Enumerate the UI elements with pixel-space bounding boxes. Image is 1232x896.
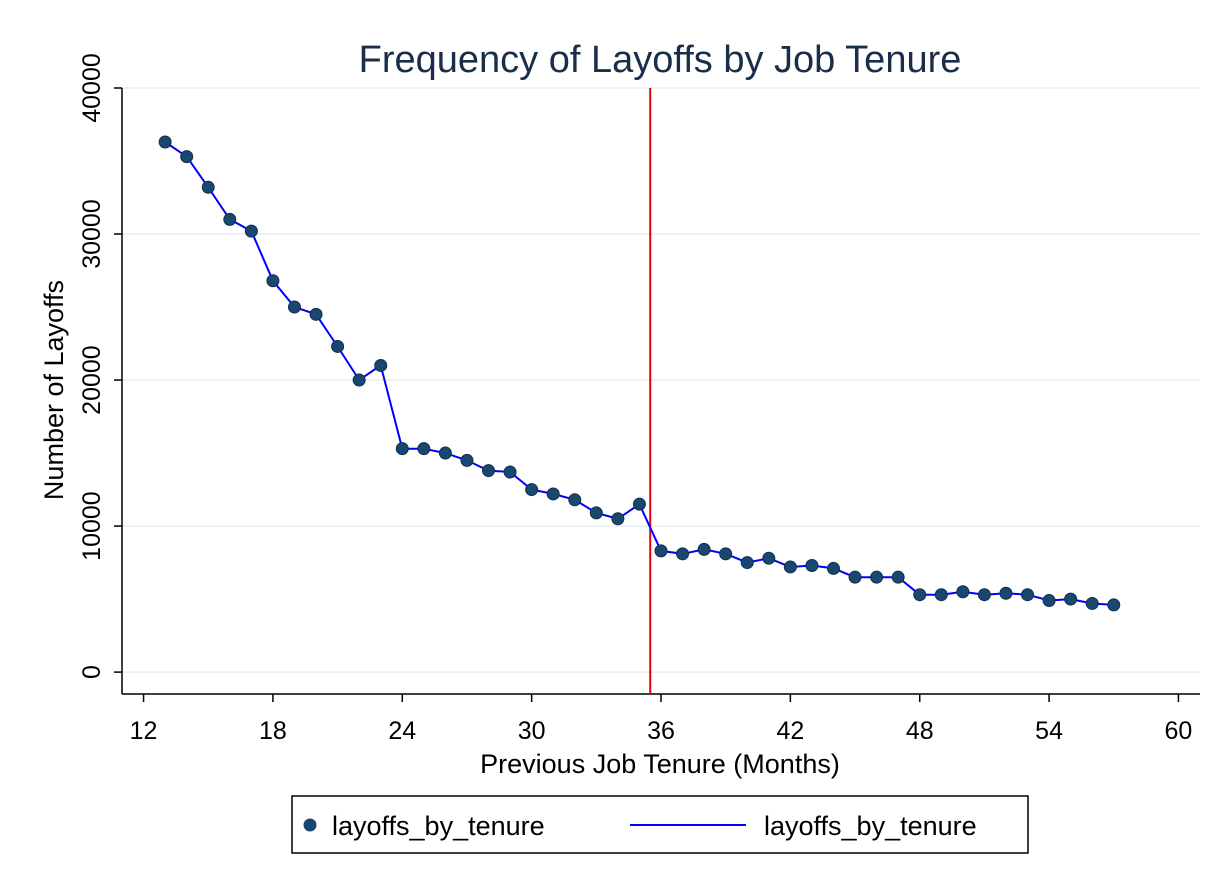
data-point — [438, 446, 452, 460]
data-point — [934, 588, 948, 602]
data-point — [999, 586, 1013, 600]
data-point — [783, 560, 797, 574]
data-point — [805, 558, 819, 572]
x-tick-label: 36 — [647, 717, 675, 745]
data-point — [482, 464, 496, 478]
data-point — [1064, 592, 1078, 606]
data-point — [1107, 598, 1121, 612]
data-point — [374, 358, 388, 372]
series-line — [164, 141, 1114, 606]
data-point — [1021, 588, 1035, 602]
data-point — [1042, 594, 1056, 608]
data-point — [223, 212, 237, 226]
data-point — [244, 224, 258, 238]
y-tick-label: 10000 — [78, 491, 106, 561]
data-point — [568, 493, 582, 507]
data-point — [719, 547, 733, 561]
data-point — [309, 307, 323, 321]
x-tick-label: 42 — [776, 717, 804, 745]
axes — [121, 88, 1200, 695]
x-tick-label: 48 — [906, 717, 934, 745]
data-point — [611, 512, 625, 526]
y-axis-label: Number of Layoffs — [39, 280, 69, 500]
data-point — [525, 483, 539, 497]
data-point — [395, 442, 409, 456]
data-point — [977, 588, 991, 602]
data-point — [352, 373, 366, 387]
data-point — [870, 570, 884, 584]
y-tick-label: 20000 — [78, 345, 106, 415]
data-point — [417, 442, 431, 456]
x-tick-label: 12 — [130, 717, 158, 745]
data-point — [740, 556, 754, 570]
data-point — [676, 547, 690, 561]
y-tick-label: 40000 — [78, 53, 106, 123]
data-point — [1085, 596, 1099, 610]
data-point — [654, 544, 668, 558]
chart-title: Frequency of Layoffs by Job Tenure — [359, 39, 962, 81]
x-tick-label: 60 — [1165, 717, 1193, 745]
data-point — [589, 506, 603, 520]
data-point — [287, 300, 301, 314]
data-point — [503, 465, 517, 479]
data-point — [266, 274, 280, 288]
data-point — [697, 542, 711, 556]
x-tick-label: 18 — [259, 717, 287, 745]
data-point — [632, 497, 646, 511]
series — [158, 135, 1121, 612]
y-tick-label: 0 — [78, 665, 106, 679]
y-tick-label: 30000 — [78, 199, 106, 269]
data-point — [826, 561, 840, 575]
data-point — [848, 570, 862, 584]
x-tick-label: 24 — [388, 717, 416, 745]
data-point — [762, 551, 776, 565]
data-point — [180, 150, 194, 164]
legend-label-line: layoffs_by_tenure — [764, 811, 977, 841]
data-point — [331, 339, 345, 353]
ticks: 0 10000 20000 30000 40000 12 18 24 30 36 42 48 54 60 — [78, 53, 1192, 745]
data-point — [913, 588, 927, 602]
x-axis-label: Previous Job Tenure (Months) — [480, 749, 840, 779]
grid-lines — [122, 87, 1200, 673]
data-point — [201, 180, 215, 194]
x-tick-label: 30 — [518, 717, 546, 745]
data-point — [956, 585, 970, 599]
x-tick-label: 54 — [1035, 717, 1063, 745]
legend: layoffs_by_tenure layoffs_by_tenure — [291, 795, 1029, 854]
data-point — [460, 453, 474, 467]
legend-marker-icon — [303, 818, 317, 832]
data-point — [891, 570, 905, 584]
legend-label-markers: layoffs_by_tenure — [332, 811, 545, 841]
data-point — [158, 135, 172, 149]
data-point — [546, 487, 560, 501]
